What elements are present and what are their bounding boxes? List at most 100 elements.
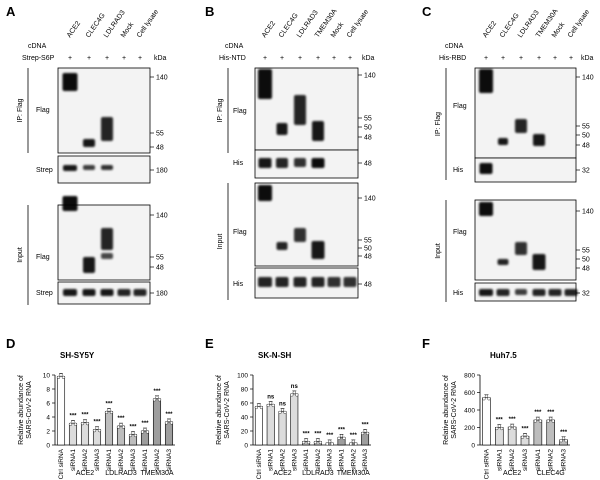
plus-sign: + — [348, 55, 352, 62]
panel-letter: F — [422, 336, 430, 351]
blot-band — [258, 277, 272, 287]
replicate-dot — [510, 423, 514, 428]
blot-band — [101, 117, 113, 141]
antibody-label: His — [453, 290, 464, 297]
antibody-label: Strep — [36, 167, 53, 174]
replicate-dot — [365, 431, 370, 436]
replicate-dot — [484, 394, 489, 398]
blot-box — [254, 149, 359, 179]
x-tick-label: siRNA1 — [268, 449, 275, 471]
blot-band — [258, 158, 272, 168]
replicate-dot — [561, 436, 566, 440]
significance-mark: *** — [547, 410, 555, 416]
plus-sign: + — [138, 55, 142, 62]
replicate-dot — [342, 436, 346, 440]
blot-band — [479, 202, 493, 216]
y-axis-label: Relative abundance ofSARS-CoV-2 RNA — [216, 375, 231, 445]
replicate-dot — [536, 416, 540, 421]
cdna-label: cDNA — [28, 43, 47, 50]
x-tick-label: siRNA3 — [522, 449, 529, 471]
significance-mark: *** — [69, 413, 77, 419]
lane-label: ACE2 — [261, 20, 277, 39]
blot-band — [101, 165, 113, 170]
marker-label: 140 — [156, 213, 168, 220]
antibody-label: Flag — [233, 108, 247, 115]
x-tick-label: siRNA1 — [535, 449, 542, 471]
x-tick-label: siRNA1 — [496, 449, 503, 471]
cdna-label: cDNA — [225, 43, 244, 50]
y-tick-label: 40 — [241, 415, 249, 422]
x-tick-label: siRNA2 — [118, 449, 125, 471]
blot-band — [133, 289, 147, 296]
bar — [56, 376, 66, 446]
x-tick-label: siRNA2 — [280, 449, 287, 471]
significance-mark: *** — [105, 401, 113, 407]
replicate-dot — [313, 440, 318, 445]
replicate-dot — [259, 405, 264, 410]
marker-label: 48 — [156, 265, 164, 272]
significance-mark: *** — [496, 418, 504, 424]
significance-mark: *** — [338, 427, 346, 433]
replicate-dot — [119, 422, 123, 427]
y-tick-label: 6 — [46, 401, 50, 408]
x-tick-label: Ctrl siRNA — [483, 448, 490, 479]
replicate-dot — [104, 410, 109, 415]
x-tick-label: siRNA1 — [303, 449, 310, 471]
x-tick-label: siRNA3 — [327, 449, 334, 471]
plus-sign: + — [537, 55, 541, 62]
replicate-dot — [157, 398, 162, 402]
blot-band — [515, 242, 527, 255]
bar — [164, 421, 174, 446]
ip-label: IP: Flag — [17, 98, 24, 122]
x-tick-label: siRNA1 — [339, 449, 346, 471]
replicate-dot — [339, 434, 344, 438]
replicate-dot — [83, 419, 87, 423]
blot-box — [254, 182, 359, 267]
plus-sign: + — [263, 55, 267, 62]
y-tick-label: 0 — [471, 443, 475, 450]
replicate-dot — [61, 375, 66, 380]
blot-band — [515, 119, 527, 133]
blot-band — [117, 289, 131, 296]
lane-label: Mock — [551, 21, 567, 39]
replicate-dot — [271, 403, 275, 408]
replicate-dot — [257, 403, 261, 407]
antibody-label: Strep — [36, 290, 53, 297]
replicate-dot — [152, 398, 157, 402]
protein-row-label: Strep-S6P — [22, 55, 55, 62]
marker-label: 140 — [156, 75, 168, 82]
bar — [546, 419, 556, 446]
significance-mark: *** — [117, 416, 125, 422]
replicate-dot — [497, 424, 501, 428]
x-tick-label: siRNA3 — [166, 449, 173, 471]
significance-mark: *** — [141, 421, 149, 427]
significance-mark: *** — [521, 426, 529, 432]
y-tick-label: 100 — [237, 373, 248, 380]
plus-sign: + — [519, 55, 523, 62]
lane-label: Cell lysate — [346, 9, 370, 40]
replicate-dot — [266, 403, 270, 408]
bar — [266, 404, 275, 446]
blot-band — [294, 228, 306, 242]
lane-label: Cell lysate — [567, 9, 591, 40]
bar — [104, 411, 114, 446]
antibody-label: Flag — [453, 103, 467, 110]
marker-label: 50 — [364, 125, 372, 132]
significance-mark: *** — [509, 417, 517, 423]
bar — [152, 398, 162, 446]
x-tick-label: siRNA2 — [350, 449, 357, 471]
significance-mark: *** — [93, 420, 101, 426]
replicate-dot — [525, 435, 530, 439]
replicate-dot — [351, 439, 355, 444]
x-tick-label: siRNA2 — [509, 449, 516, 471]
plus-sign: + — [332, 55, 336, 62]
blot-band — [311, 158, 325, 168]
bar — [290, 393, 299, 446]
replicate-dot — [500, 426, 504, 431]
significance-mark: *** — [303, 432, 311, 438]
replicate-dot — [337, 436, 341, 440]
blot-box — [254, 67, 359, 151]
